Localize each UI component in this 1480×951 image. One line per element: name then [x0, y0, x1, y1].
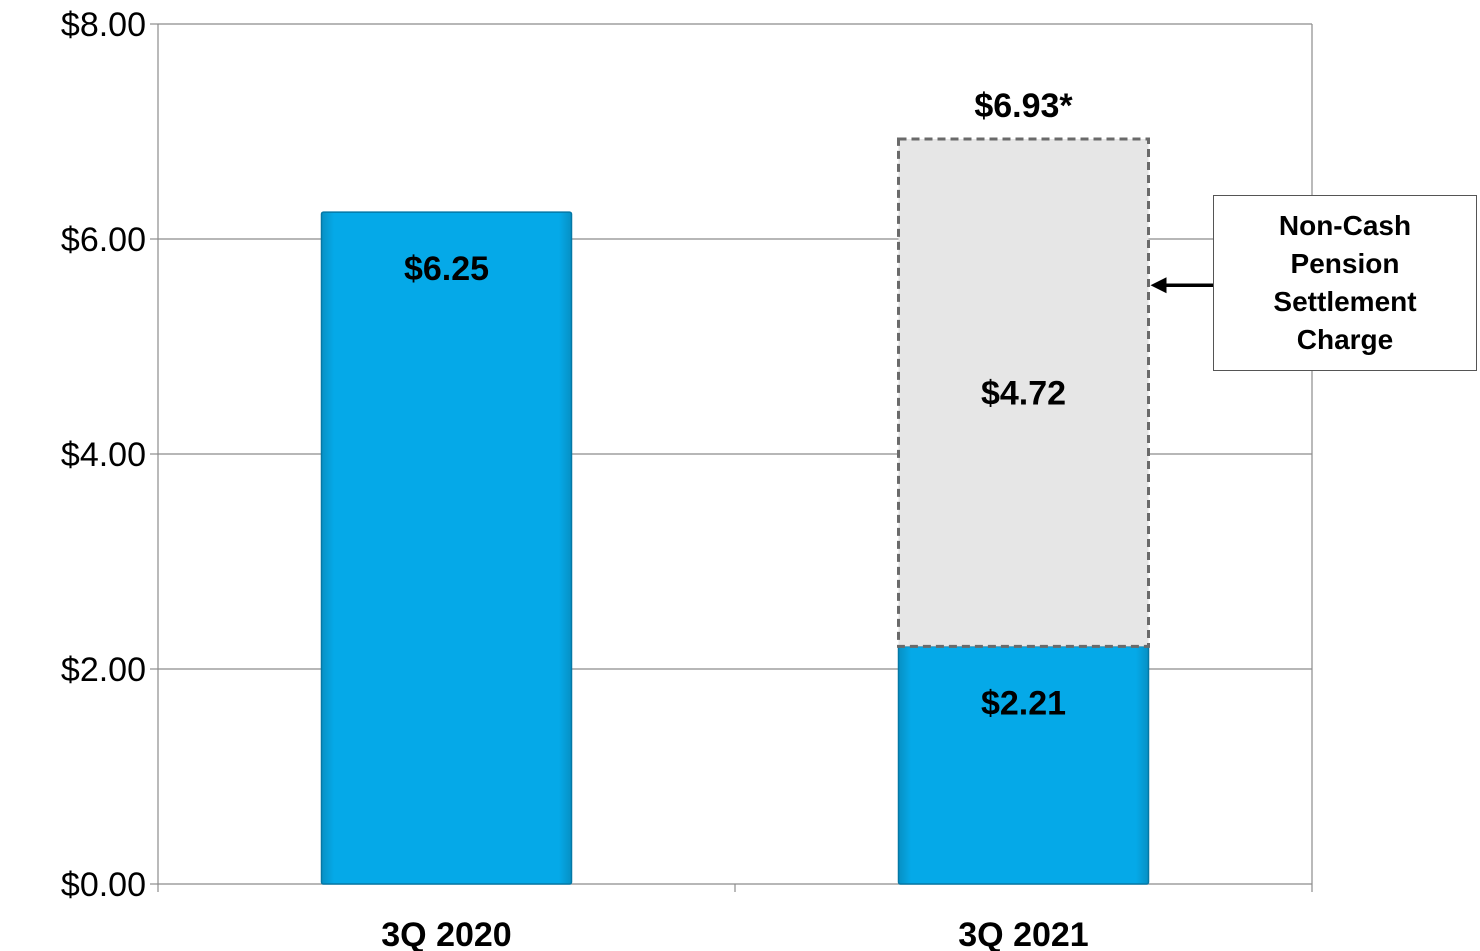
- bar-segment-pension-charge: [897, 137, 1150, 648]
- y-tick-label: $2.00: [61, 651, 146, 689]
- y-tick-label: $4.00: [61, 436, 146, 474]
- bars: [320, 137, 1150, 885]
- callout-text: Non-Cash Pension Settlement Charge: [1273, 210, 1417, 355]
- x-category-label: 3Q 2021: [958, 916, 1088, 951]
- axes: $0.00 $2.00 $4.00 $6.00 $8.00 3Q 2020 3Q 2021: [61, 6, 1313, 951]
- y-tick-label: $8.00: [61, 6, 146, 44]
- bar-value-label: $2.21: [981, 684, 1066, 722]
- y-tick-label: $6.00: [61, 221, 146, 259]
- bar-value-label: $4.72: [981, 375, 1066, 413]
- pension-charge-callout: Non-Cash Pension Settlement Charge: [1213, 195, 1477, 371]
- bar-segment: [320, 211, 573, 885]
- bar-segment: [897, 645, 1150, 885]
- bar-total-label: $6.93*: [974, 87, 1073, 125]
- labels: $6.25 $2.21 $4.72 $6.93*: [404, 87, 1213, 722]
- annotation-arrowhead: [1150, 277, 1167, 294]
- bar-value-label: $6.25: [404, 250, 489, 288]
- y-tick-label: $0.00: [61, 866, 146, 904]
- x-category-label: 3Q 2020: [381, 916, 511, 951]
